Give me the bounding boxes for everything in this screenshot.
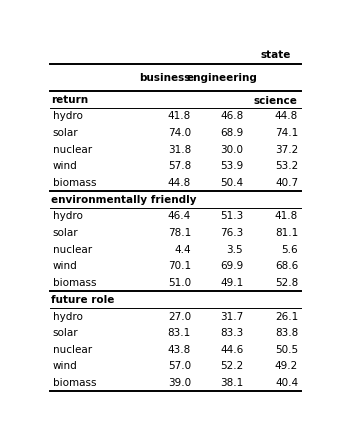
Text: 43.8: 43.8	[168, 345, 191, 355]
Text: hydro: hydro	[53, 211, 83, 222]
Text: 74.1: 74.1	[275, 128, 298, 138]
Text: 44.8: 44.8	[275, 111, 298, 122]
Text: 68.9: 68.9	[220, 128, 243, 138]
Text: 26.1: 26.1	[275, 312, 298, 321]
Text: 83.8: 83.8	[275, 328, 298, 338]
Text: 49.2: 49.2	[275, 361, 298, 371]
Text: 41.8: 41.8	[168, 111, 191, 122]
Text: 78.1: 78.1	[168, 228, 191, 238]
Text: 5.6: 5.6	[281, 245, 298, 254]
Text: 70.1: 70.1	[168, 261, 191, 271]
Text: 52.2: 52.2	[220, 361, 243, 371]
Text: 27.0: 27.0	[168, 312, 191, 321]
Text: state: state	[261, 50, 291, 60]
Text: 44.6: 44.6	[220, 345, 243, 355]
Text: 50.5: 50.5	[275, 345, 298, 355]
Text: solar: solar	[53, 228, 78, 238]
Text: 41.8: 41.8	[275, 211, 298, 222]
Text: nuclear: nuclear	[53, 345, 92, 355]
Text: 52.8: 52.8	[275, 278, 298, 288]
Text: 57.8: 57.8	[168, 161, 191, 171]
Text: biomass: biomass	[53, 278, 96, 288]
Text: 50.4: 50.4	[220, 178, 243, 188]
Text: solar: solar	[53, 128, 78, 138]
Text: hydro: hydro	[53, 312, 83, 321]
Text: 74.0: 74.0	[168, 128, 191, 138]
Text: biomass: biomass	[53, 378, 96, 388]
Text: 46.8: 46.8	[220, 111, 243, 122]
Text: 44.8: 44.8	[168, 178, 191, 188]
Text: 37.2: 37.2	[275, 145, 298, 155]
Text: 51.3: 51.3	[220, 211, 243, 222]
Text: engineering: engineering	[187, 73, 258, 83]
Text: hydro: hydro	[53, 111, 83, 122]
Text: return: return	[51, 95, 88, 105]
Text: 53.2: 53.2	[275, 161, 298, 171]
Text: wind: wind	[53, 261, 77, 271]
Text: 40.7: 40.7	[275, 178, 298, 188]
Text: 81.1: 81.1	[275, 228, 298, 238]
Text: 83.3: 83.3	[220, 328, 243, 338]
Text: nuclear: nuclear	[53, 145, 92, 155]
Text: environmentally friendly: environmentally friendly	[51, 195, 197, 205]
Text: biomass: biomass	[53, 178, 96, 188]
Text: 46.4: 46.4	[168, 211, 191, 222]
Text: nuclear: nuclear	[53, 245, 92, 254]
Text: 68.6: 68.6	[275, 261, 298, 271]
Text: science: science	[254, 96, 298, 106]
Text: 49.1: 49.1	[220, 278, 243, 288]
Text: 40.4: 40.4	[275, 378, 298, 388]
Text: 38.1: 38.1	[220, 378, 243, 388]
Text: 39.0: 39.0	[168, 378, 191, 388]
Text: 76.3: 76.3	[220, 228, 243, 238]
Text: 31.7: 31.7	[220, 312, 243, 321]
Text: future role: future role	[51, 295, 115, 305]
Text: 31.8: 31.8	[168, 145, 191, 155]
Text: 4.4: 4.4	[174, 245, 191, 254]
Text: 30.0: 30.0	[220, 145, 243, 155]
Text: 51.0: 51.0	[168, 278, 191, 288]
Text: 53.9: 53.9	[220, 161, 243, 171]
Text: 69.9: 69.9	[220, 261, 243, 271]
Text: wind: wind	[53, 361, 77, 371]
Text: wind: wind	[53, 161, 77, 171]
Text: 57.0: 57.0	[168, 361, 191, 371]
Text: 83.1: 83.1	[168, 328, 191, 338]
Text: business: business	[139, 73, 190, 83]
Text: 3.5: 3.5	[226, 245, 243, 254]
Text: solar: solar	[53, 328, 78, 338]
